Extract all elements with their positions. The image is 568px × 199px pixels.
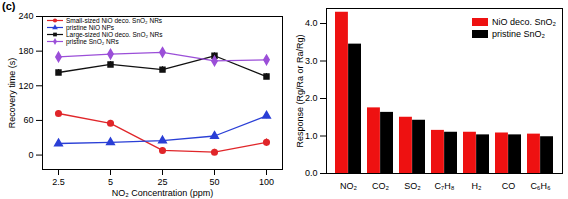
svg-text:2.0: 2.0 xyxy=(305,93,318,103)
svg-text:4.0: 4.0 xyxy=(305,18,318,28)
svg-text:0.0: 0.0 xyxy=(305,168,318,178)
svg-text:H₂: H₂ xyxy=(472,181,482,191)
svg-text:5: 5 xyxy=(108,177,113,187)
svg-text:180: 180 xyxy=(18,46,33,56)
svg-text:50: 50 xyxy=(209,177,219,187)
svg-text:C₆H₆: C₆H₆ xyxy=(530,181,551,191)
svg-text:Recovery time (s): Recovery time (s) xyxy=(7,58,17,129)
html-text:(c): (c) xyxy=(2,0,16,12)
svg-text:120: 120 xyxy=(18,81,33,91)
html-text:Large-sized NiO deco. SnO₂ NRs: Large-sized NiO deco. SnO₂ NRs xyxy=(66,31,163,38)
svg-text:SO₂: SO₂ xyxy=(404,181,421,191)
html-text:pristine NiO NPs: pristine NiO NPs xyxy=(66,24,114,31)
svg-text:1.0: 1.0 xyxy=(305,131,318,141)
html-text:pristine SnO₂: pristine SnO₂ xyxy=(492,29,545,39)
svg-text:CO₂: CO₂ xyxy=(372,181,390,191)
svg-text:60: 60 xyxy=(23,115,33,125)
svg-text:240: 240 xyxy=(18,11,33,21)
html-text:pristine SnO₂ NRs: pristine SnO₂ NRs xyxy=(66,38,119,45)
svg-text:100: 100 xyxy=(259,177,274,187)
html-text:NiO deco. SnO₂: NiO deco. SnO₂ xyxy=(492,17,556,27)
svg-text:C₇H₈: C₇H₈ xyxy=(435,181,455,191)
svg-text:0: 0 xyxy=(28,150,33,160)
svg-text:Response (Rg/Ra or Ra/Rg): Response (Rg/Ra or Ra/Rg) xyxy=(295,34,305,147)
svg-text:NO₂: NO₂ xyxy=(340,181,358,191)
svg-text:NO₂ Concentration (ppm): NO₂ Concentration (ppm) xyxy=(112,188,214,198)
svg-text:3.0: 3.0 xyxy=(305,56,318,66)
svg-text:CO: CO xyxy=(502,181,516,191)
svg-text:2.5: 2.5 xyxy=(52,177,65,187)
svg-text:25: 25 xyxy=(157,177,167,187)
html-text:Small-sized NiO deco. SnO₂ NRs: Small-sized NiO deco. SnO₂ NRs xyxy=(66,17,163,24)
